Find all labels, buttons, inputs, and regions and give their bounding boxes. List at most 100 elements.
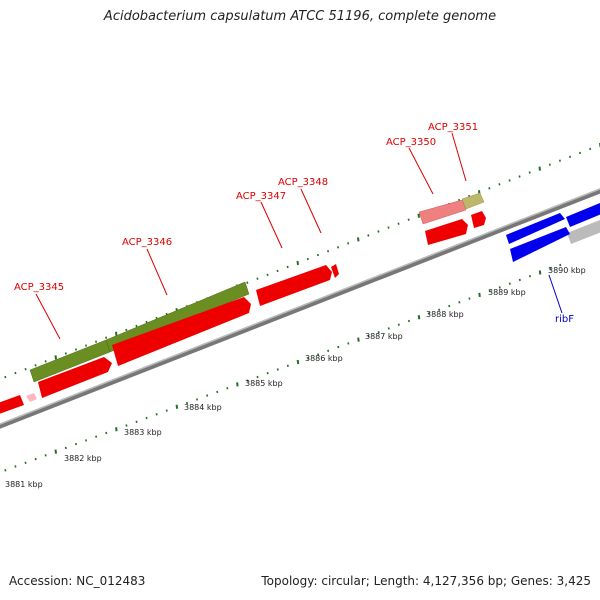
minor-tick bbox=[266, 372, 269, 375]
minor-tick bbox=[64, 352, 67, 355]
scale-label: 3883 kbp bbox=[124, 428, 162, 437]
minor-tick bbox=[347, 342, 350, 345]
major-tick bbox=[54, 449, 57, 454]
minor-tick bbox=[34, 364, 37, 367]
minor-tick bbox=[559, 263, 562, 267]
minor-tick bbox=[498, 183, 501, 186]
gene-feature-pink[interactable] bbox=[418, 199, 467, 225]
minor-tick bbox=[498, 286, 501, 289]
minor-tick bbox=[286, 265, 289, 269]
minor-tick bbox=[125, 328, 128, 332]
minor-tick bbox=[14, 465, 17, 468]
gene-feature-blue-1[interactable] bbox=[506, 213, 565, 244]
minor-tick bbox=[458, 301, 461, 304]
minor-tick bbox=[549, 267, 552, 270]
minor-tick bbox=[125, 424, 128, 427]
minor-tick bbox=[508, 179, 511, 182]
minor-tick bbox=[518, 175, 521, 178]
minor-tick bbox=[528, 171, 531, 174]
minor-tick bbox=[256, 375, 259, 379]
major-tick bbox=[54, 355, 57, 360]
minor-tick bbox=[196, 398, 199, 401]
minor-tick bbox=[528, 275, 531, 278]
major-tick bbox=[115, 331, 118, 336]
minor-tick bbox=[518, 278, 521, 282]
scale-labels: 3881 kbp 3882 kbp 3883 kbp 3884 kbp 3885… bbox=[5, 266, 586, 489]
gene-label[interactable]: ACP_3347 bbox=[236, 191, 286, 202]
minor-tick bbox=[74, 348, 77, 351]
cds-arrow[interactable] bbox=[0, 395, 24, 414]
major-tick bbox=[357, 337, 360, 342]
gene-label[interactable]: ACP_3348 bbox=[278, 177, 328, 188]
label-leaders bbox=[35, 132, 563, 340]
minor-tick bbox=[246, 379, 249, 382]
minor-tick bbox=[34, 457, 37, 461]
minor-tick bbox=[135, 420, 138, 423]
major-tick bbox=[175, 404, 179, 409]
gene-feature-gray[interactable] bbox=[567, 220, 600, 244]
minor-tick bbox=[468, 297, 471, 300]
minor-tick bbox=[206, 394, 209, 397]
scale-label: 3888 kbp bbox=[426, 310, 464, 319]
minor-tick bbox=[438, 308, 441, 311]
cds-arrow[interactable] bbox=[471, 211, 486, 228]
genome-summary-text: Topology: circular; Length: 4,127,356 bp… bbox=[261, 574, 591, 588]
cds-arrow[interactable] bbox=[38, 357, 112, 398]
cds-arrow[interactable] bbox=[425, 219, 468, 245]
minor-tick bbox=[397, 323, 400, 326]
minor-tick bbox=[488, 289, 491, 293]
cds-arrow[interactable] bbox=[256, 265, 332, 306]
minor-tick bbox=[24, 368, 27, 371]
major-tick bbox=[296, 359, 300, 365]
minor-tick bbox=[327, 349, 330, 352]
major-tick bbox=[417, 315, 421, 320]
major-tick bbox=[357, 237, 360, 242]
major-tick bbox=[538, 270, 542, 275]
minor-tick bbox=[95, 435, 98, 438]
gene-label[interactable]: ACP_3350 bbox=[386, 137, 436, 148]
cds-arrow[interactable] bbox=[112, 297, 251, 366]
minor-tick bbox=[216, 390, 219, 394]
major-tick bbox=[538, 166, 541, 171]
scale-label: 3889 kbp bbox=[488, 288, 526, 297]
gene-feature-blue-2[interactable] bbox=[566, 203, 600, 227]
minor-tick bbox=[316, 253, 319, 257]
minor-tick bbox=[508, 282, 511, 285]
minor-tick bbox=[226, 387, 229, 390]
minor-tick bbox=[276, 368, 279, 371]
gene-label[interactable]: ACP_3351 bbox=[428, 122, 478, 133]
minor-tick bbox=[276, 269, 279, 273]
minor-tick bbox=[488, 187, 491, 190]
cds-arrow-small-pink[interactable] bbox=[26, 393, 37, 402]
scale-label: 3882 kbp bbox=[64, 454, 102, 463]
major-tick bbox=[115, 427, 118, 432]
minor-tick bbox=[558, 159, 561, 162]
backbone bbox=[0, 188, 600, 429]
scale-label: 3890 kbp bbox=[548, 266, 586, 275]
upper-tick-track bbox=[4, 143, 600, 379]
minor-tick bbox=[307, 357, 310, 360]
accession-text: Accession: NC_012483 bbox=[9, 574, 146, 588]
minor-tick bbox=[377, 331, 380, 334]
minor-tick bbox=[428, 312, 431, 315]
minor-tick bbox=[579, 151, 582, 155]
cds-arrow[interactable] bbox=[331, 264, 339, 278]
major-tick bbox=[478, 292, 481, 298]
minor-tick bbox=[377, 230, 380, 233]
gene-feature-khaki[interactable] bbox=[461, 192, 485, 210]
minor-tick bbox=[337, 246, 340, 249]
cds-arrow-blue[interactable] bbox=[510, 227, 570, 262]
minor-tick bbox=[155, 413, 158, 416]
gene-label[interactable]: ribF bbox=[555, 314, 574, 325]
minor-tick bbox=[145, 416, 148, 420]
gene-label[interactable]: ACP_3345 bbox=[14, 282, 64, 293]
minor-tick bbox=[95, 340, 98, 343]
scale-label: 3885 kbp bbox=[245, 379, 283, 388]
minor-tick bbox=[589, 147, 592, 151]
minor-tick bbox=[407, 319, 410, 323]
minor-tick bbox=[407, 218, 410, 221]
gene-label[interactable]: ACP_3346 bbox=[122, 237, 172, 248]
minor-tick bbox=[4, 469, 7, 472]
minor-tick bbox=[286, 364, 289, 367]
